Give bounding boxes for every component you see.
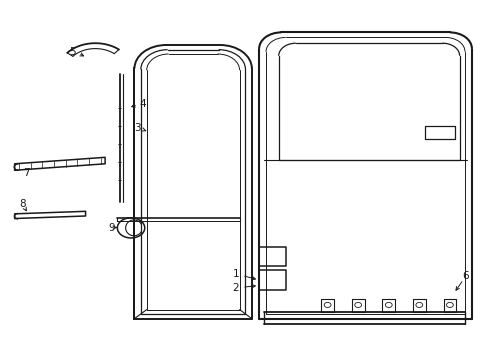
Text: 6: 6: [461, 271, 468, 281]
Text: 4: 4: [139, 99, 146, 109]
Text: 9: 9: [108, 222, 115, 233]
Text: 7: 7: [23, 168, 30, 178]
Text: 1: 1: [232, 269, 239, 279]
Text: 5: 5: [69, 47, 76, 57]
Text: 2: 2: [232, 283, 239, 293]
Text: 8: 8: [19, 199, 26, 210]
Text: 3: 3: [134, 123, 141, 133]
